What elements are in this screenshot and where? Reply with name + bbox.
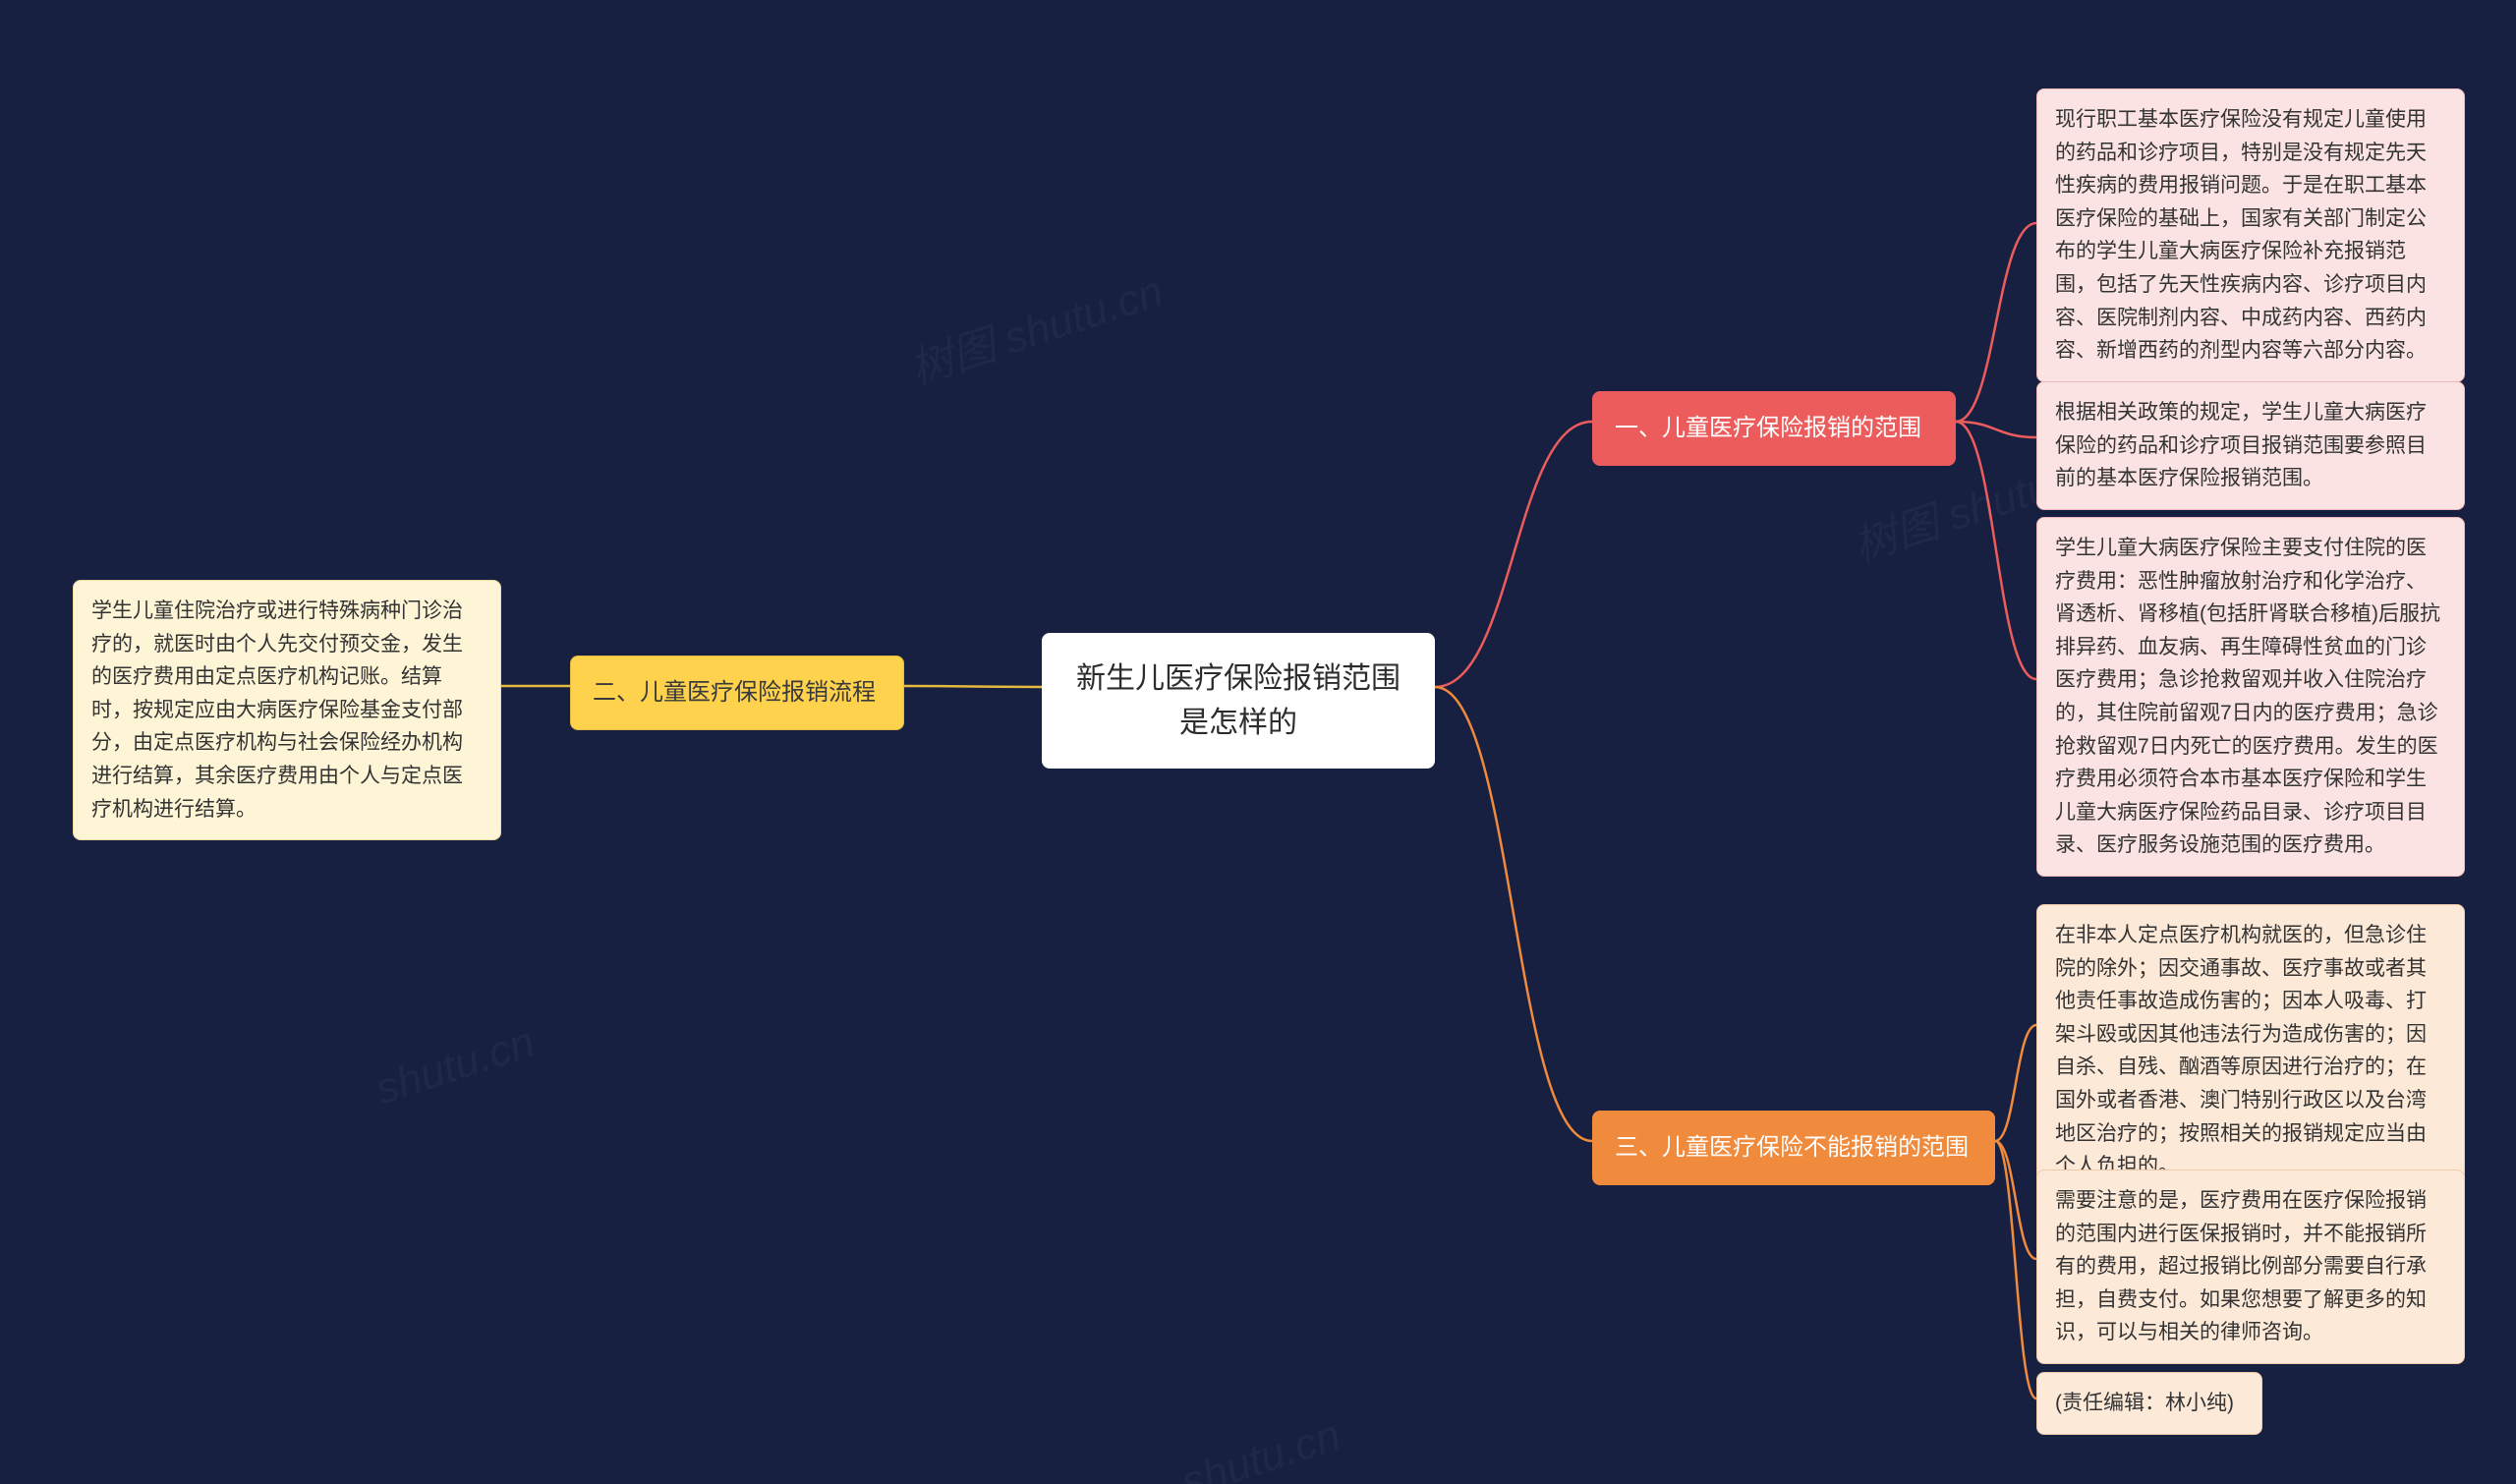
branch-1-label: 一、儿童医疗保险报销的范围 bbox=[1615, 415, 1921, 441]
leaf-node[interactable]: 需要注意的是，医疗费用在医疗保险报销的范围内进行医保报销时，并不能报销所有的费用… bbox=[2036, 1170, 2465, 1364]
branch-2-label: 二、儿童医疗保险报销流程 bbox=[593, 679, 876, 706]
leaf-node[interactable]: 学生儿童大病医疗保险主要支付住院的医疗费用：恶性肿瘤放射治疗和化学治疗、肾透析、… bbox=[2036, 517, 2465, 877]
branch-node-2[interactable]: 二、儿童医疗保险报销流程 bbox=[570, 656, 904, 730]
leaf-text: 根据相关政策的规定，学生儿童大病医疗保险的药品和诊疗项目报销范围要参照目前的基本… bbox=[2055, 401, 2427, 489]
branch-node-3[interactable]: 三、儿童医疗保险不能报销的范围 bbox=[1592, 1111, 1995, 1185]
leaf-node[interactable]: 现行职工基本医疗保险没有规定儿童使用的药品和诊疗项目，特别是没有规定先天性疾病的… bbox=[2036, 88, 2465, 382]
watermark: shutu.cn bbox=[1175, 1411, 1346, 1484]
leaf-text: 现行职工基本医疗保险没有规定儿童使用的药品和诊疗项目，特别是没有规定先天性疾病的… bbox=[2055, 108, 2427, 362]
mindmap-center-node[interactable]: 新生儿医疗保险报销范围 是怎样的 bbox=[1042, 633, 1435, 769]
leaf-node[interactable]: 学生儿童住院治疗或进行特殊病种门诊治疗的，就医时由个人先交付预交金，发生的医疗费… bbox=[73, 580, 501, 840]
branch-node-1[interactable]: 一、儿童医疗保险报销的范围 bbox=[1592, 391, 1956, 466]
leaf-text: 在非本人定点医疗机构就医的，但急诊住院的除外；因交通事故、医疗事故或者其他责任事… bbox=[2055, 924, 2427, 1177]
leaf-node[interactable]: (责任编辑：林小纯) bbox=[2036, 1372, 2262, 1435]
branch-3-label: 三、儿童医疗保险不能报销的范围 bbox=[1615, 1134, 1969, 1161]
watermark: shutu.cn bbox=[370, 1018, 541, 1115]
center-line2: 是怎样的 bbox=[1069, 701, 1407, 745]
leaf-text: 学生儿童大病医疗保险主要支付住院的医疗费用：恶性肿瘤放射治疗和化学治疗、肾透析、… bbox=[2055, 537, 2440, 856]
center-line1: 新生儿医疗保险报销范围 bbox=[1069, 656, 1407, 701]
leaf-text: 需要注意的是，医疗费用在医疗保险报销的范围内进行医保报销时，并不能报销所有的费用… bbox=[2055, 1189, 2427, 1343]
watermark: 树图 shutu.cn bbox=[901, 256, 1170, 396]
leaf-text: 学生儿童住院治疗或进行特殊病种门诊治疗的，就医时由个人先交付预交金，发生的医疗费… bbox=[91, 599, 463, 821]
leaf-node[interactable]: 根据相关政策的规定，学生儿童大病医疗保险的药品和诊疗项目报销范围要参照目前的基本… bbox=[2036, 381, 2465, 510]
leaf-text: (责任编辑：林小纯) bbox=[2055, 1392, 2234, 1414]
leaf-node[interactable]: 在非本人定点医疗机构就医的，但急诊住院的除外；因交通事故、医疗事故或者其他责任事… bbox=[2036, 904, 2465, 1198]
